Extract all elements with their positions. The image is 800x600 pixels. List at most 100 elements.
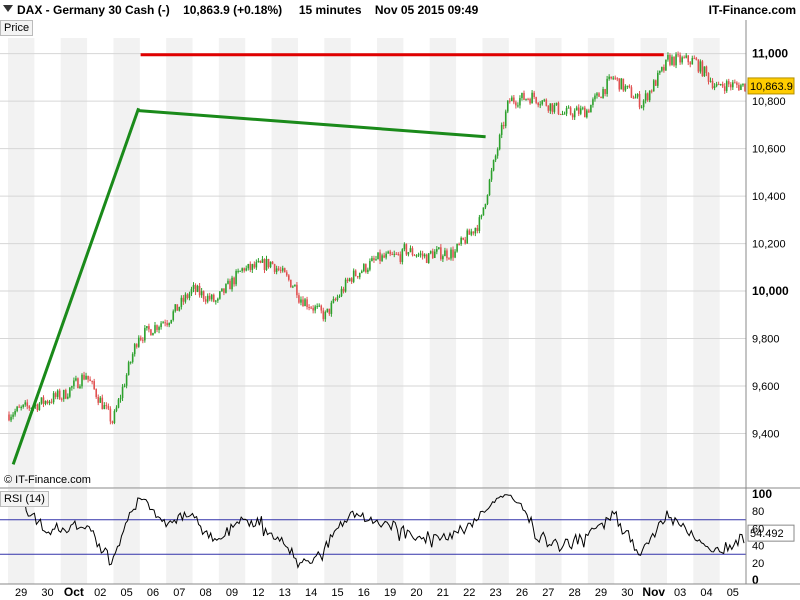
candle-body (527, 98, 529, 100)
candle-body (675, 54, 677, 66)
candle-body (559, 113, 562, 115)
candle-body (237, 270, 239, 272)
candle-body (440, 247, 442, 260)
rsi-value-tag-label: 54.492 (750, 528, 784, 540)
candle-body (137, 337, 140, 347)
candle-body (243, 268, 246, 271)
candle-body (36, 404, 39, 411)
candle-body (67, 396, 69, 399)
candle-body (44, 400, 47, 404)
candle-body (255, 262, 258, 268)
x-tick-label: 12 (252, 587, 264, 599)
candle-body (127, 362, 130, 375)
candle-body (423, 254, 426, 257)
candle-body (302, 299, 304, 307)
x-tick-label: 14 (305, 587, 317, 599)
x-tick-label: 27 (542, 587, 554, 599)
candle-body (330, 302, 333, 314)
candle-body (644, 93, 647, 101)
x-tick-label: 13 (279, 587, 291, 599)
trendline-primary (11, 107, 141, 465)
candle-body (622, 78, 625, 91)
candle-body (336, 297, 339, 300)
candle-body (166, 323, 168, 326)
candle-body (285, 272, 288, 276)
candle-body (442, 256, 444, 260)
candle-body (24, 402, 27, 405)
candle-body (292, 286, 294, 288)
candle-body (732, 82, 734, 88)
candle-body (490, 170, 493, 180)
x-tick-label: Oct (64, 585, 84, 599)
dropdown-arrow-icon[interactable] (3, 5, 13, 12)
last-price-tag (747, 77, 795, 95)
candle-body (273, 264, 276, 272)
candle-body (144, 328, 146, 341)
candle-body (519, 98, 521, 106)
candle-body (683, 57, 685, 59)
candle-body (261, 259, 264, 263)
x-tick-label: 04 (700, 587, 712, 599)
candle-body (117, 399, 120, 408)
rsi-tick-label: 60 (752, 523, 764, 535)
candle-body (391, 254, 394, 256)
candle-body (450, 249, 452, 259)
rsi-tick-label: 40 (752, 541, 764, 553)
candle-body (253, 264, 256, 268)
candle-body (610, 76, 612, 79)
candle-body (381, 255, 383, 262)
candle-body (476, 227, 479, 231)
candle-body (742, 83, 744, 86)
candle-body (606, 78, 608, 94)
candle-body (679, 54, 681, 63)
candle-body (160, 323, 162, 328)
candle-body (636, 93, 639, 97)
candle-body (689, 62, 692, 65)
candle-body (277, 268, 280, 270)
candle-body (367, 269, 369, 273)
rsi-tick-label: 100 (752, 487, 772, 501)
candle-body (245, 268, 248, 271)
axes: 9,400 9,600 9,800 10,000 10,200 10,400 10,600 1… (0, 20, 800, 599)
price-tick-label: 10,800 (752, 96, 786, 108)
candle-body (202, 291, 205, 300)
day-band (113, 38, 140, 488)
candle-body (97, 397, 100, 403)
candle-body (413, 255, 416, 257)
candle-body (486, 195, 489, 204)
candle-body (677, 54, 679, 56)
day-band (535, 38, 562, 488)
candle-body (352, 270, 355, 282)
candle-body (281, 268, 284, 271)
candle-body (16, 406, 18, 412)
candle-body (586, 110, 588, 118)
candle-body (212, 294, 215, 302)
candle-body (602, 89, 604, 99)
price-panel-bg (0, 20, 746, 488)
day-band (693, 38, 720, 488)
candle-body (50, 401, 53, 403)
day-band (535, 489, 562, 584)
candle-body (79, 386, 81, 389)
candle-body (312, 308, 314, 311)
candle-body (701, 61, 704, 77)
candle-body (235, 271, 237, 285)
day-band (218, 489, 246, 584)
candle-body (478, 217, 481, 231)
candle-body (511, 97, 513, 102)
candle-body (590, 104, 592, 113)
candle-body (575, 107, 578, 111)
candle-body (642, 100, 645, 108)
candle-body (46, 400, 49, 404)
candle-body (164, 322, 166, 324)
candle-body (271, 261, 274, 265)
candle-body (60, 398, 63, 400)
candle-body (121, 386, 124, 398)
candle-body (555, 102, 558, 106)
chart-header: DAX - Germany 30 Cash (-) 10,863.9 (+0.1… (0, 0, 800, 20)
rsi-tick-label: 0 (752, 573, 759, 587)
candle-body (360, 271, 363, 273)
x-tick-label: 15 (331, 587, 343, 599)
candle-body (316, 306, 318, 308)
x-tick-label: 23 (489, 587, 501, 599)
